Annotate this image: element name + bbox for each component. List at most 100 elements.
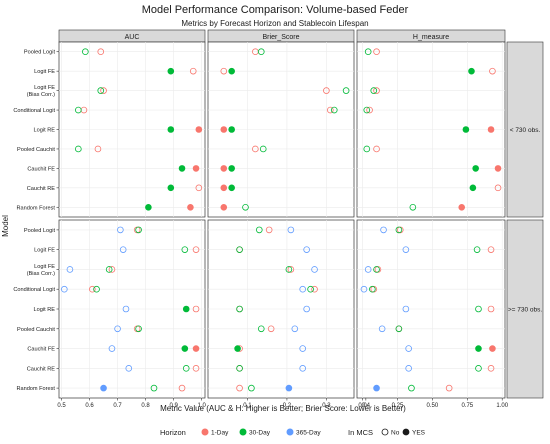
- data-point: [220, 67, 228, 75]
- y-tick-label: Logit FE: [34, 248, 55, 254]
- data-point: [299, 345, 307, 352]
- data-point: [150, 384, 158, 392]
- data-point: [342, 87, 350, 94]
- data-point: [220, 165, 228, 172]
- data-point: [267, 325, 275, 333]
- y-tick-label: Pooled Logit: [24, 228, 56, 234]
- data-point: [178, 384, 186, 392]
- y-tick-label: (Bias Corr.): [27, 271, 55, 277]
- data-point: [228, 67, 235, 75]
- legend-swatch-365-day: [286, 428, 294, 436]
- data-point: [458, 203, 466, 211]
- y-tick-label: (Bias Corr.): [27, 92, 55, 98]
- y-tick-label: Logit RE: [34, 128, 56, 134]
- data-point: [252, 145, 259, 153]
- row-strip-1: [506, 219, 544, 399]
- data-point: [303, 305, 310, 313]
- data-point: [373, 384, 380, 392]
- data-point: [220, 184, 228, 192]
- data-point: [66, 266, 74, 273]
- y-tick-label: Logit RE: [34, 307, 56, 313]
- x-tick-label: 0.25: [392, 403, 404, 409]
- data-point: [108, 266, 116, 273]
- facet-strip-label: H_measure: [413, 34, 449, 41]
- y-tick-label: Logit FE: [34, 69, 55, 75]
- data-point: [242, 203, 249, 211]
- data-point: [489, 67, 496, 75]
- legend-label: 1-Day: [211, 430, 229, 437]
- data-point: [220, 126, 228, 133]
- data-point: [189, 67, 197, 75]
- data-point: [105, 266, 113, 273]
- x-tick-label: 0.0: [358, 403, 367, 409]
- data-point: [473, 246, 481, 253]
- row-strip-label: >= 730 obs.: [508, 307, 543, 314]
- x-tick-label: 0.8: [141, 403, 150, 409]
- data-point: [100, 384, 107, 392]
- data-point: [287, 266, 295, 273]
- y-tick-label: Random Forest: [16, 386, 55, 392]
- data-point: [220, 203, 228, 211]
- data-point: [475, 305, 482, 313]
- legend-swatch-mcs-no: [381, 428, 389, 436]
- data-point: [360, 285, 368, 293]
- data-point: [409, 203, 417, 211]
- data-point: [363, 106, 371, 114]
- data-point: [405, 365, 412, 372]
- data-point: [192, 246, 200, 253]
- panel-0-2: [356, 41, 506, 218]
- data-point: [373, 266, 380, 273]
- data-point: [89, 285, 96, 293]
- legend-mcs-title: In MCS: [348, 428, 373, 437]
- legend-label: 365-Day: [296, 430, 321, 437]
- data-point: [181, 246, 189, 253]
- y-tick-label: Cauchit RE: [27, 366, 56, 372]
- data-point: [236, 365, 243, 372]
- data-point: [82, 48, 89, 56]
- y-tick-label: Logit FE: [34, 85, 55, 91]
- x-tick-label: 1.0: [197, 403, 206, 409]
- data-point: [75, 106, 82, 114]
- data-point: [405, 345, 412, 352]
- data-point: [119, 246, 127, 253]
- panel-1-2: [356, 219, 506, 399]
- y-tick-label: Conditional Logit: [13, 108, 55, 114]
- data-point: [259, 145, 267, 153]
- data-point: [114, 325, 121, 333]
- data-point: [380, 226, 387, 234]
- data-point: [472, 165, 479, 172]
- legend-label: 30-Day: [249, 430, 271, 437]
- data-point: [228, 165, 235, 172]
- y-tick-label: Logit FE: [34, 264, 55, 270]
- legend-swatch-30-day: [239, 428, 247, 436]
- data-point: [468, 67, 475, 75]
- data-point: [135, 226, 142, 234]
- data-point: [311, 266, 318, 273]
- x-tick-label: 0.9: [169, 403, 178, 409]
- data-point: [192, 345, 200, 352]
- data-point: [330, 106, 338, 114]
- data-point: [108, 345, 116, 352]
- x-tick-label: 0.1: [243, 403, 252, 409]
- data-point: [117, 226, 124, 234]
- data-point: [61, 285, 68, 293]
- data-point: [145, 203, 152, 211]
- x-tick-label: 0.7: [113, 403, 122, 409]
- data-point: [378, 325, 386, 333]
- data-point: [122, 305, 130, 313]
- data-point: [364, 48, 372, 56]
- data-point: [192, 305, 200, 313]
- chart-title: Model Performance Comparison: Volume-bas…: [142, 4, 409, 16]
- data-point: [370, 87, 378, 94]
- panel-0-0: [58, 41, 206, 218]
- data-point: [178, 165, 186, 172]
- legend-label: YES: [412, 430, 426, 437]
- facet-strip-label: Brier_Score: [263, 34, 300, 41]
- row-strip-0: [506, 41, 544, 218]
- data-point: [192, 365, 200, 372]
- legend: Horizon 1-Day 30-Day 365-Day In MCS No YES: [160, 428, 426, 437]
- panel-1-1: [207, 219, 355, 399]
- y-tick-label: Pooled Cauchit: [17, 327, 55, 333]
- data-point: [395, 226, 403, 234]
